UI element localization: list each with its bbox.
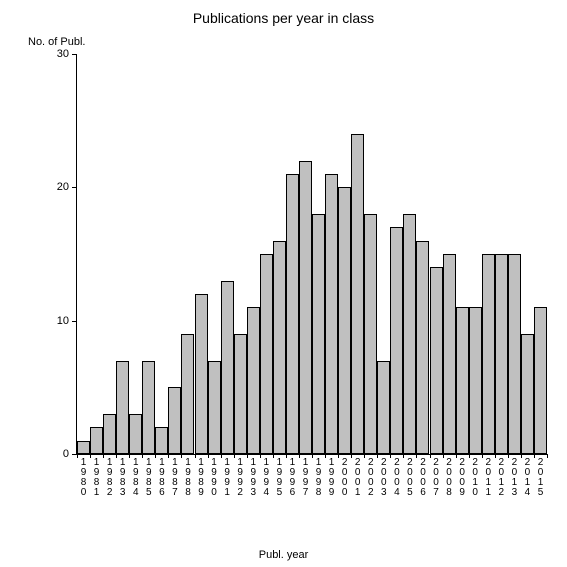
bar xyxy=(325,174,338,454)
x-tick-label: 2015 xyxy=(535,458,545,498)
x-tick-label: 2010 xyxy=(470,458,480,498)
x-tick-label: 1987 xyxy=(170,458,180,498)
y-tick-label: 0 xyxy=(63,448,69,460)
bar xyxy=(221,281,234,454)
bar xyxy=(195,294,208,454)
x-tick-label: 2005 xyxy=(405,458,415,498)
bar xyxy=(416,241,429,454)
x-tick xyxy=(547,454,548,458)
y-tick xyxy=(72,54,77,55)
plot-area: 0102030198019811982198319841985198619871… xyxy=(76,54,547,455)
bar xyxy=(247,307,260,454)
bar xyxy=(208,361,221,454)
y-tick-label: 20 xyxy=(57,181,69,193)
x-tick-label: 1999 xyxy=(327,458,337,498)
x-tick-label: 1981 xyxy=(92,458,102,498)
x-tick-label: 2009 xyxy=(457,458,467,498)
bar xyxy=(495,254,508,454)
bar xyxy=(469,307,482,454)
x-tick-label: 1983 xyxy=(118,458,128,498)
bar xyxy=(508,254,521,454)
bar xyxy=(430,267,443,454)
x-tick-label: 1989 xyxy=(196,458,206,498)
x-tick-label: 1994 xyxy=(261,458,271,498)
x-tick-label: 2011 xyxy=(483,458,493,498)
x-tick-label: 1980 xyxy=(79,458,89,498)
x-tick-label: 1996 xyxy=(287,458,297,498)
bar xyxy=(351,134,364,454)
bar xyxy=(534,307,547,454)
x-tick-label: 1993 xyxy=(248,458,258,498)
x-tick-label: 2000 xyxy=(340,458,350,498)
bar xyxy=(390,227,403,454)
bar xyxy=(403,214,416,454)
x-tick-label: 1984 xyxy=(131,458,141,498)
bar xyxy=(168,387,181,454)
y-axis-label: No. of Publ. xyxy=(28,36,85,48)
bar xyxy=(103,414,116,454)
y-tick-label: 30 xyxy=(57,48,69,60)
x-tick-label: 1992 xyxy=(235,458,245,498)
x-tick-label: 2006 xyxy=(418,458,428,498)
bar xyxy=(443,254,456,454)
x-tick-label: 2002 xyxy=(366,458,376,498)
x-tick-label: 1982 xyxy=(105,458,115,498)
x-tick-label: 2008 xyxy=(444,458,454,498)
x-tick-label: 2003 xyxy=(379,458,389,498)
x-tick-label: 1988 xyxy=(183,458,193,498)
bar xyxy=(181,334,194,454)
bar xyxy=(142,361,155,454)
bar xyxy=(116,361,129,454)
y-tick xyxy=(72,321,77,322)
bar xyxy=(364,214,377,454)
bar xyxy=(456,307,469,454)
bar xyxy=(482,254,495,454)
bar xyxy=(273,241,286,454)
bar xyxy=(338,187,351,454)
x-tick-label: 1990 xyxy=(209,458,219,498)
bar xyxy=(312,214,325,454)
y-tick-label: 10 xyxy=(57,315,69,327)
x-tick-label: 2007 xyxy=(431,458,441,498)
x-tick-label: 1998 xyxy=(314,458,324,498)
bar xyxy=(286,174,299,454)
x-tick-label: 1995 xyxy=(274,458,284,498)
bar-chart-container: Publications per year in class No. of Pu… xyxy=(0,0,567,567)
x-tick-label: 2012 xyxy=(496,458,506,498)
bar xyxy=(260,254,273,454)
x-tick-label: 2014 xyxy=(522,458,532,498)
bar xyxy=(377,361,390,454)
bar xyxy=(299,161,312,454)
x-tick-label: 1991 xyxy=(222,458,232,498)
x-tick-label: 1985 xyxy=(144,458,154,498)
bar xyxy=(90,427,103,454)
x-tick-label: 2004 xyxy=(392,458,402,498)
bar xyxy=(234,334,247,454)
x-tick-label: 1997 xyxy=(300,458,310,498)
y-tick xyxy=(72,187,77,188)
bar xyxy=(129,414,142,454)
bar xyxy=(77,441,90,454)
x-tick-label: 2001 xyxy=(353,458,363,498)
x-tick-label: 1986 xyxy=(157,458,167,498)
bar xyxy=(155,427,168,454)
chart-title: Publications per year in class xyxy=(0,10,567,26)
x-tick-label: 2013 xyxy=(509,458,519,498)
bar xyxy=(521,334,534,454)
x-axis-label: Publ. year xyxy=(0,549,567,561)
